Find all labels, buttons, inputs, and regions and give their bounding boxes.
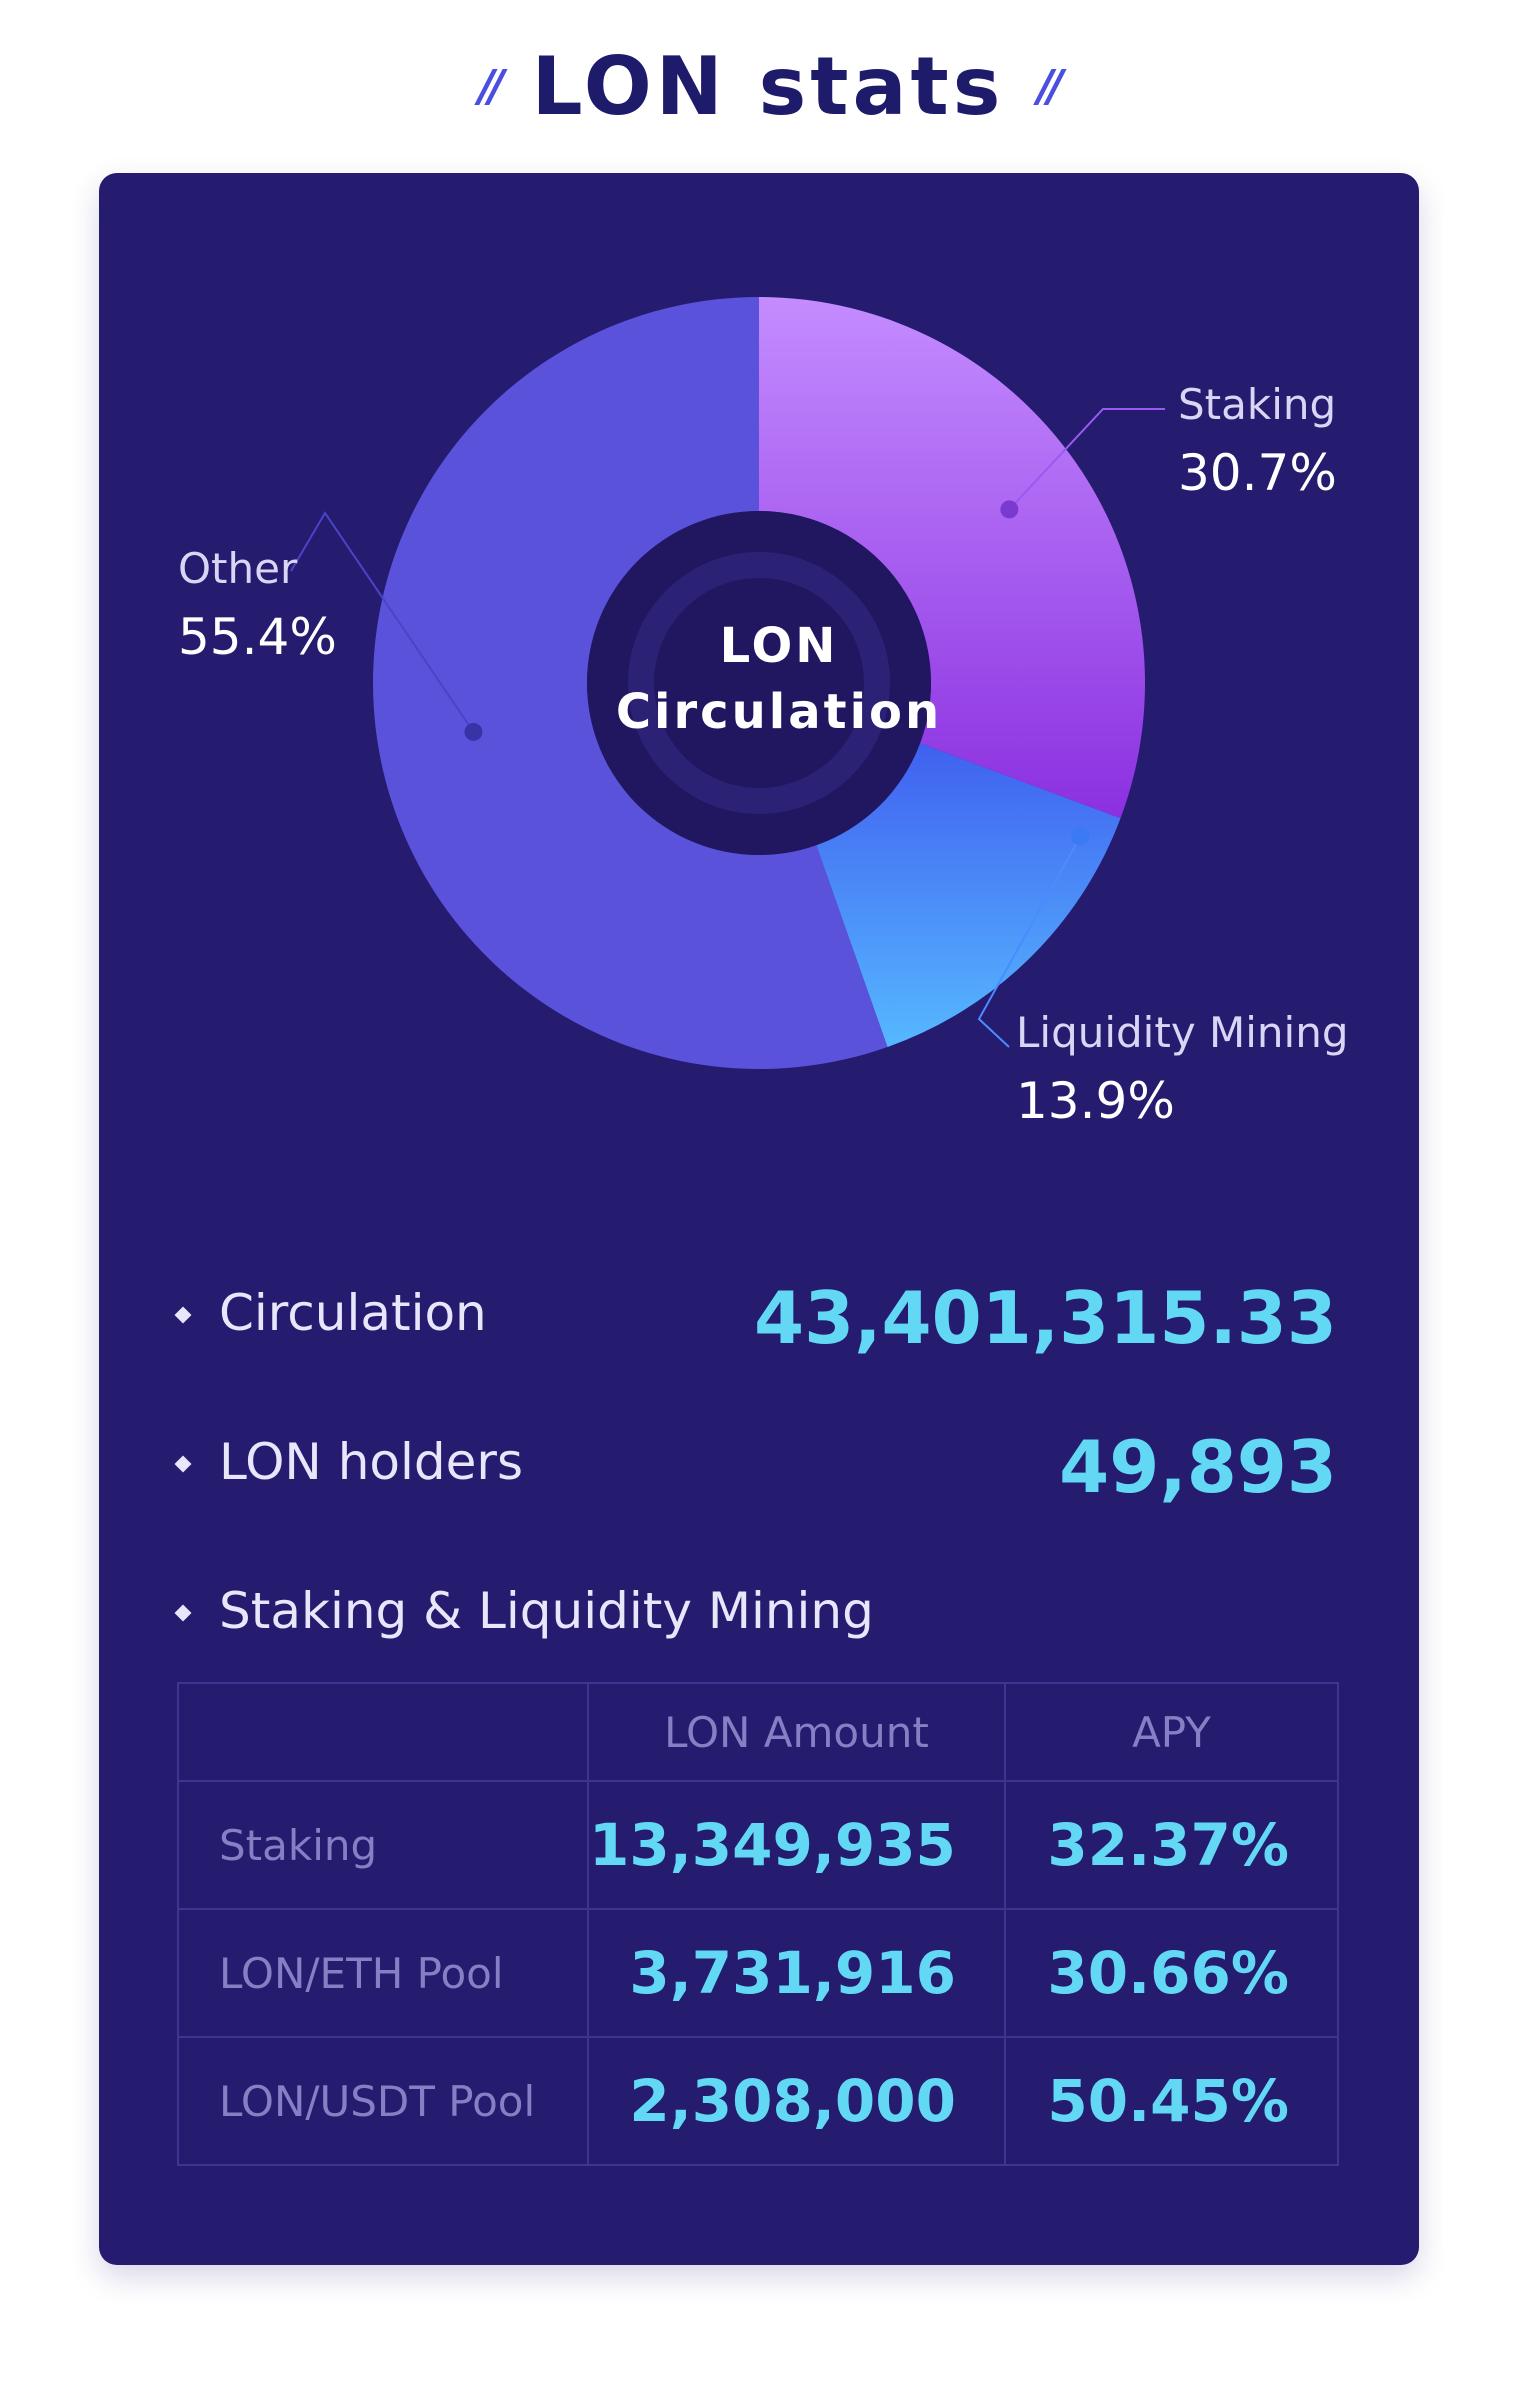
stat-value: 43,401,315.33 [753,1276,1337,1360]
row-name: Staking [177,1780,589,1910]
stat-lon-holders: LON holders 49,893 [174,1425,1337,1509]
table-header-apy: APY [1003,1682,1340,1782]
page-header: // LON stats // [0,40,1536,150]
stat-circulation: Circulation 43,401,315.33 [174,1276,1337,1360]
title-decor-right: // [1037,61,1063,112]
row-apy: 50.45% [1003,2036,1340,2166]
slice-pct-other: 55.4% [178,608,337,666]
row-amount: 2,308,000 [587,2036,1006,2166]
row-apy: 32.37% [1003,1780,1340,1910]
slice-label-other: Other 55.4% [178,537,337,675]
page-title: LON stats [531,40,1005,133]
row-name: LON/USDT Pool [177,2036,589,2166]
leader-dot-staking [1000,500,1019,519]
stat-value: 49,893 [1059,1425,1337,1509]
slice-name-other: Other [178,544,298,593]
donut-slice-staking [759,297,1145,819]
slice-pct-liquidity-mining: 13.9% [1016,1072,1175,1130]
leader-line-other [290,511,475,733]
row-apy: 30.66% [1003,1908,1340,2038]
donut-slice-other [372,297,888,1069]
staking-mining-table: LON Amount APY Staking 13,349,935 32.37%… [177,1682,1340,2166]
leader-dot-liquidity-mining [1071,827,1090,846]
table-header-row: LON Amount APY [177,1682,1340,1782]
lon-logo-watermark-icon [628,552,890,814]
stat-label: Circulation [219,1284,487,1342]
diamond-bullet-icon [174,1604,192,1622]
table-header-lon-amount: LON Amount [587,1682,1006,1782]
row-amount: 13,349,935 [587,1780,1006,1910]
slice-label-liquidity-mining: Liquidity Mining 13.9% [1016,1001,1349,1139]
circulation-donut-chart [290,297,1165,1069]
stat-staking-liquidity-heading: Staking & Liquidity Mining [174,1574,1337,1654]
title-decor-left: // [478,61,504,112]
center-label-line-2: Circulation [615,684,943,740]
slice-name-liquidity-mining: Liquidity Mining [1016,1008,1349,1057]
section-heading: Staking & Liquidity Mining [219,1582,874,1640]
stat-label: LON holders [219,1433,524,1491]
table-row: Staking 13,349,935 32.37% [177,1780,1340,1910]
donut-center-label: LON Circulation [609,613,949,745]
slice-name-staking: Staking [1178,380,1337,429]
table-row: LON/USDT Pool 2,308,000 50.45% [177,2036,1340,2166]
stats-card: LON Circulation Staking 30.7% Liquidity … [99,173,1419,2265]
diamond-bullet-icon [174,1455,192,1473]
row-amount: 3,731,916 [587,1908,1006,2038]
table-row: LON/ETH Pool 3,731,916 30.66% [177,1908,1340,2038]
donut-slice-liquidity-mining [816,743,1121,1047]
diamond-bullet-icon [174,1306,192,1324]
leader-line-liquidity-mining [977,835,1082,1048]
center-label-line-1: LON [719,618,839,674]
table-header-empty [177,1682,589,1782]
leader-line-staking [1008,408,1165,511]
slice-pct-staking: 30.7% [1178,444,1337,502]
leader-dot-other [464,722,483,741]
slice-label-staking: Staking 30.7% [1178,373,1337,511]
row-name: LON/ETH Pool [177,1908,589,2038]
